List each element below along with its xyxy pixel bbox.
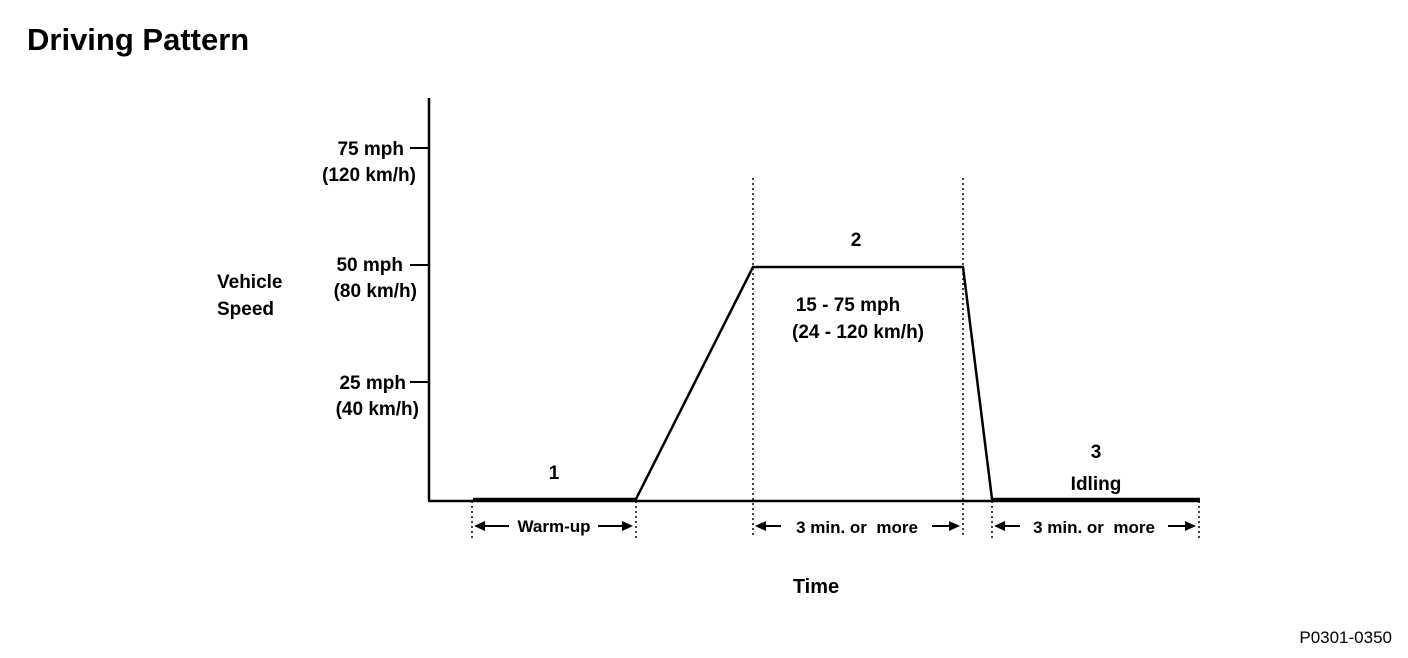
speed-profile-line xyxy=(473,265,1200,501)
x-axis-label: Time xyxy=(793,576,839,598)
phase3-arrow-left-head xyxy=(994,521,1005,531)
y-tick-label-50-kmh: (80 km/h) xyxy=(334,281,417,302)
phase-3-number: 3 xyxy=(1091,442,1102,463)
phase-2-speed-range-mph: 15 - 75 mph xyxy=(796,295,901,316)
figure-code: P0301-0350 xyxy=(1299,628,1392,647)
phase3-arrow-right-head xyxy=(1185,521,1196,531)
y-tick-label-25-kmh: (40 km/h) xyxy=(336,399,419,420)
y-tick-label-25-mph: 25 mph xyxy=(339,373,406,394)
phase-2-speed-range-kmh: (24 - 120 km/h) xyxy=(792,322,924,343)
warmup-arrow-left-head xyxy=(474,521,485,531)
phase-1-duration-label: Warm-up xyxy=(517,517,590,536)
phase-boundaries xyxy=(471,178,1200,538)
phase-1-number: 1 xyxy=(549,463,560,484)
phase2-arrow-right-head xyxy=(949,521,960,531)
y-axis-label-line-2: Speed xyxy=(217,299,274,320)
page-title: Driving Pattern xyxy=(27,22,250,57)
y-tick-label-75-kmh: (120 km/h) xyxy=(322,165,416,186)
warmup-arrow-right-head xyxy=(622,521,633,531)
y-tick-label-50-mph: 50 mph xyxy=(336,255,403,276)
phase-2-duration-label: 3 min. or more xyxy=(796,518,918,537)
phase-3-name: Idling xyxy=(1071,474,1122,495)
y-tick-label-75-mph: 75 mph xyxy=(337,139,404,160)
phase-2-number: 2 xyxy=(851,230,862,251)
phase2-arrow-left-head xyxy=(755,521,766,531)
duration-arrows xyxy=(474,521,1196,531)
phase-3-duration-label: 3 min. or more xyxy=(1033,518,1155,537)
y-axis-label-line-1: Vehicle xyxy=(217,272,283,293)
